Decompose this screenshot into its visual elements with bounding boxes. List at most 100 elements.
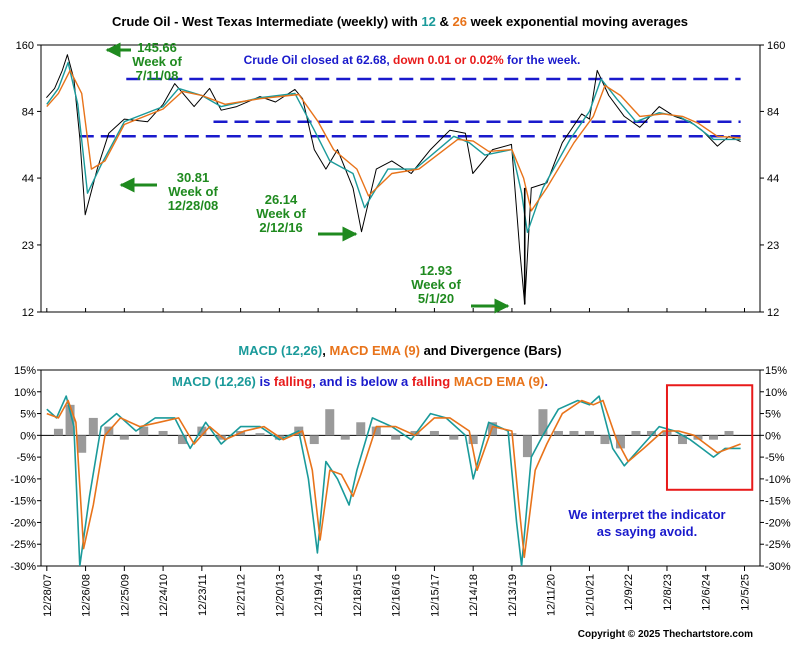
macd-note-part-1: is (256, 374, 274, 389)
price-title-part-0: Crude Oil - West Texas Intermediate (wee… (112, 14, 421, 29)
x-tick-label: 12/10/21 (584, 574, 596, 617)
price-annotation-line: 145.66 (137, 40, 177, 55)
macd-lines (46, 395, 741, 566)
divergence-bar (371, 426, 381, 436)
price-ytick-label-left: 44 (22, 173, 34, 185)
divergence-bar (468, 435, 478, 445)
macd-ytick-label-left: -5% (16, 452, 36, 464)
price-annotation-line: 5/1/20 (418, 291, 454, 306)
divergence-bar (631, 430, 641, 436)
macd-ytick-label-right: 0% (765, 430, 781, 442)
price-annotation-line: 2/12/16 (259, 220, 302, 235)
x-tick-label: 12/24/10 (158, 574, 170, 617)
x-tick-label: 12/9/22 (623, 574, 635, 611)
price-annotation-line: Week of (168, 184, 218, 199)
price-ytick-label-right: 84 (767, 106, 779, 118)
macd-ytick-label-right: 10% (765, 387, 787, 399)
price-ytick-label-right: 23 (767, 240, 779, 252)
macd-title-part-0: MACD (12,26) (238, 343, 322, 358)
divergence-bar (677, 435, 687, 445)
macd-ytick-label-right: 15% (765, 365, 787, 377)
divergence-bar (538, 409, 548, 436)
price-annotation-line: 12.93 (420, 263, 453, 278)
divergence-bar (449, 435, 459, 440)
price-ytick-label-left: 84 (22, 106, 34, 118)
divergence-bar (65, 404, 75, 436)
x-tick-label: 12/11/20 (546, 574, 558, 616)
divergence-bar (429, 430, 439, 436)
macd-ytick-label-left: 10% (14, 387, 36, 399)
x-tick-label: 12/8/23 (662, 574, 674, 611)
copyright-text: Copyright © 2025 Thechartstore.com (578, 629, 753, 640)
price-series-line (46, 54, 741, 305)
price-plot-frame (40, 44, 761, 313)
x-tick-label: 12/25/09 (119, 574, 131, 617)
divergence-bar (584, 430, 594, 436)
price-title-part-4: week exponential moving averages (467, 14, 688, 29)
price-annotation-line: 30.81 (177, 170, 210, 185)
macd-plot-frame (40, 369, 761, 567)
price-annotation-line: Week of (256, 206, 306, 221)
ema26-series-line (46, 69, 741, 212)
price-title: Crude Oil - West Texas Intermediate (wee… (112, 14, 688, 29)
divergence-bar (255, 433, 265, 436)
divergence-bar (708, 435, 718, 440)
macd-ytick-label-left: -15% (10, 496, 36, 508)
macd-ytick-label-right: -5% (765, 452, 785, 464)
x-tick-label: 12/13/19 (507, 574, 519, 617)
price-title-part-3: 26 (452, 14, 466, 29)
x-tick-label: 12/18/15 (352, 574, 364, 617)
divergence-bar (88, 417, 98, 436)
x-tick-label: 12/16/16 (391, 574, 403, 617)
x-tick-label: 12/5/25 (739, 574, 751, 611)
macd-note-part-7: . (544, 374, 548, 389)
macd-ytick-label-left: 15% (14, 365, 36, 377)
macd-ytick-label-left: 5% (20, 409, 36, 421)
macd-title-part-3: and Divergence (Bars) (420, 343, 562, 358)
macd-ytick-label-right: 5% (765, 409, 781, 421)
macd-title: MACD (12,26), MACD EMA (9) and Divergenc… (238, 343, 561, 358)
divergence-bar (410, 430, 420, 436)
macd-ytick-label-right: -15% (765, 496, 791, 508)
macd-ytick-label-left: 0% (20, 430, 36, 442)
divergence-bar (391, 435, 401, 440)
divergence-bar (569, 430, 579, 436)
divergence-bar (77, 435, 87, 453)
price-title-part-1: 12 (421, 14, 435, 29)
divergence-bar (177, 435, 187, 445)
price-ytick-label-left: 23 (22, 240, 34, 252)
divergence-bar (119, 435, 129, 440)
divergence-bar (158, 430, 168, 436)
price-annotation-line: Week of (132, 54, 182, 69)
macd-ytick-label-left: -30% (10, 561, 36, 573)
price-ytick-label-left: 160 (16, 40, 34, 52)
interpretation-text: as saying avoid. (597, 524, 697, 539)
price-title-part-2: & (436, 14, 453, 29)
price-annotation-line: 26.14 (265, 192, 298, 207)
price-ytick-label-right: 44 (767, 173, 779, 185)
macd-note-part-3: , and is below a (312, 374, 412, 389)
ema12-series-line (46, 61, 741, 234)
divergence-bar (139, 426, 149, 436)
price-note-part-2: for the week. (504, 53, 581, 67)
price-annotation-line: Week of (411, 277, 461, 292)
divergence-bar (724, 430, 734, 436)
macd-title-part-1: , (322, 343, 329, 358)
price-chart-title: Crude Oil - West Texas Intermediate (wee… (112, 14, 688, 29)
price-ytick-label-right: 12 (767, 307, 779, 319)
x-tick-label: 12/26/08 (81, 574, 93, 617)
divergence-bar (197, 426, 207, 436)
macd-ytick-label-left: -20% (10, 517, 36, 529)
price-note: Crude Oil closed at 62.68, down 0.01 or … (244, 53, 581, 67)
divergence-bar (325, 409, 335, 436)
interpretation-text: We interpret the indicator (568, 507, 725, 522)
x-axis: 12/28/07 12/26/08 12/25/09 12/24/10 12/23/11… (42, 308, 751, 617)
macd-ytick-label-right: -10% (765, 474, 791, 486)
macd-ema-line (46, 399, 741, 559)
macd-note: MACD (12,26) is falling, and is below a … (172, 374, 548, 389)
divergence-bar (600, 435, 610, 445)
